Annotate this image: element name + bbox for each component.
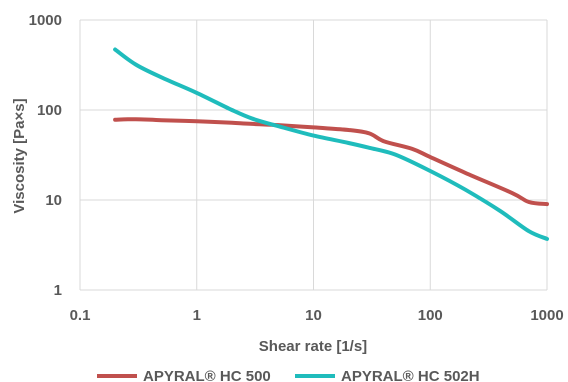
- y-tick-label: 100: [37, 102, 62, 119]
- legend: APYRAL® HC 500 APYRAL® HC 502H: [97, 368, 480, 382]
- legend-label-1: APYRAL® HC 500: [143, 368, 271, 382]
- x-tick-label: 1000: [530, 307, 563, 324]
- y-axis-ticks: 1 10 100 1000: [29, 12, 62, 299]
- series-lines: [113, 47, 549, 241]
- y-tick-label: 10: [45, 192, 62, 209]
- grid-lines: [79, 19, 548, 291]
- x-tick-label: 100: [418, 307, 443, 324]
- series-line-1: [113, 117, 549, 207]
- x-axis-title: Shear rate [1/s]: [259, 338, 367, 355]
- x-axis-ticks: 0.1 1 10 100 1000: [70, 307, 564, 324]
- x-tick-label: 1: [193, 307, 201, 324]
- y-tick-label: 1000: [29, 12, 62, 29]
- legend-label-2: APYRAL® HC 502H: [341, 368, 480, 382]
- y-tick-label: 1: [54, 282, 62, 299]
- x-tick-label: 0.1: [70, 307, 91, 324]
- x-tick-label: 10: [305, 307, 322, 324]
- series-line-2: [113, 47, 549, 241]
- y-axis-title: Viscosity [Pa×s]: [11, 98, 28, 213]
